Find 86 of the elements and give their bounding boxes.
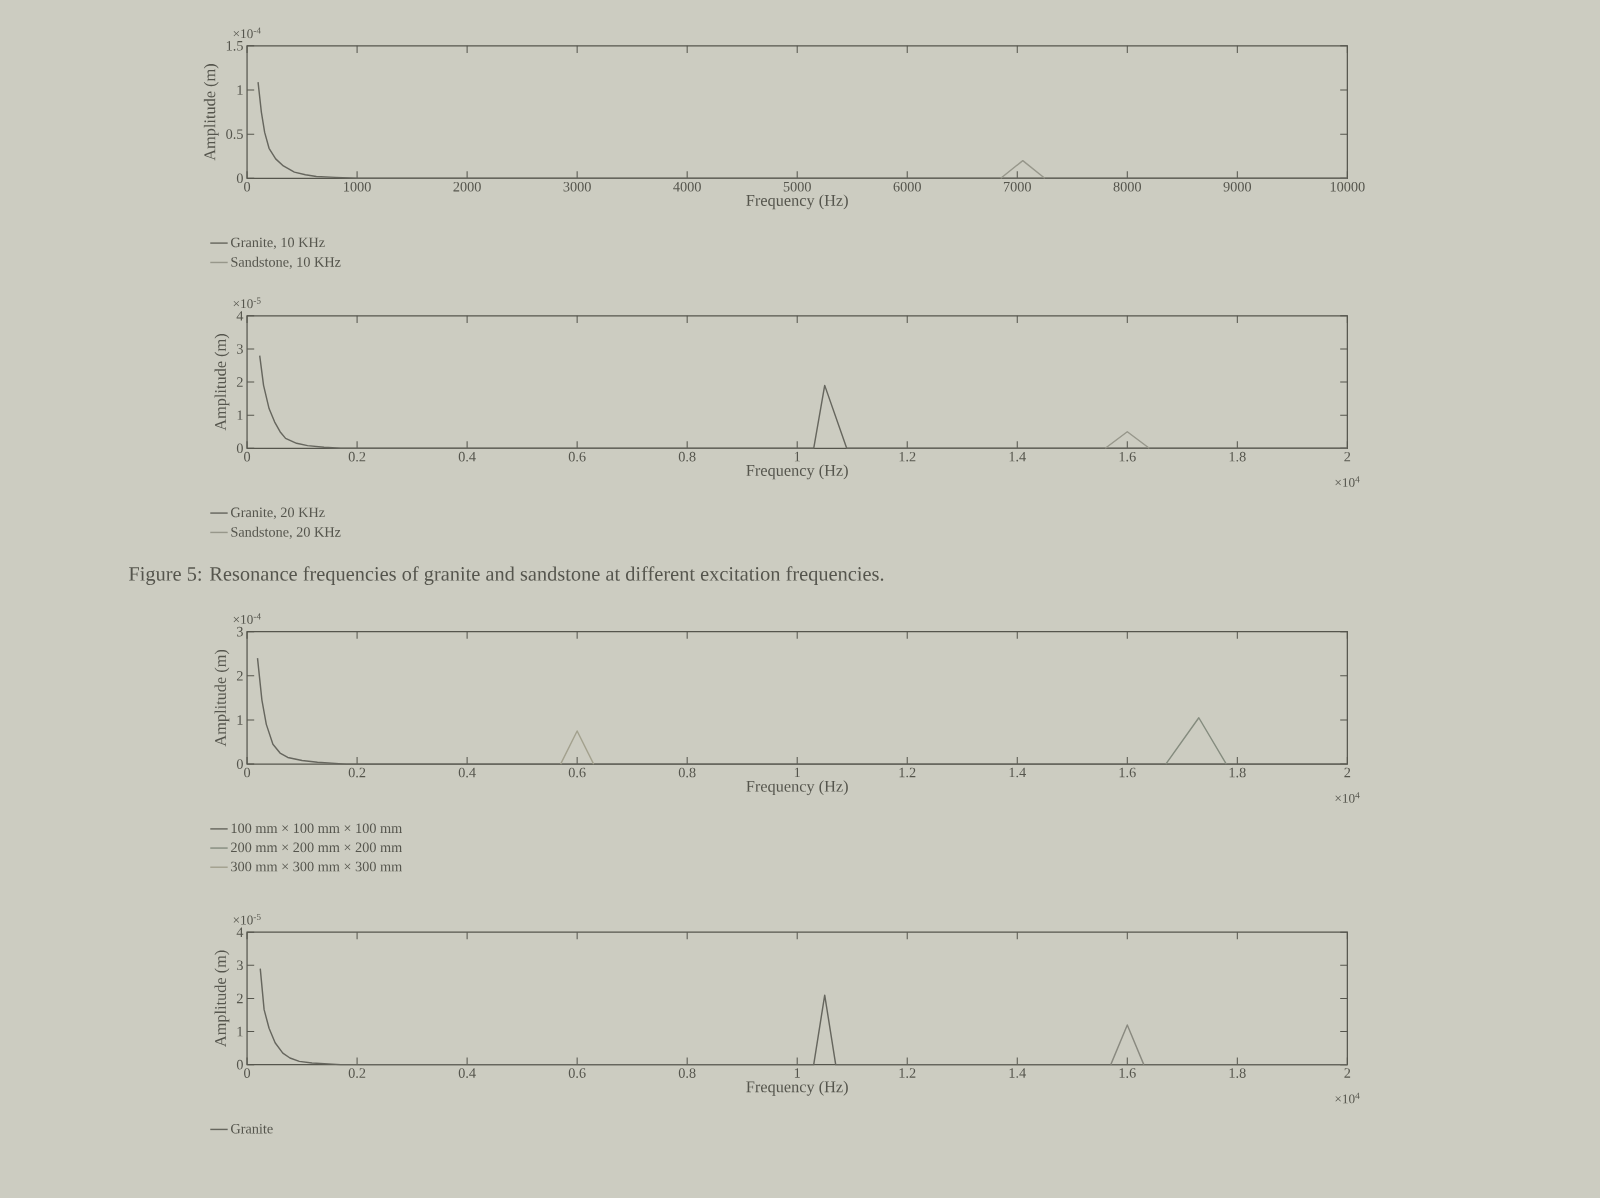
y-tick-label: 1: [237, 1026, 243, 1037]
y-axis-title: Amplitude (m): [214, 950, 230, 1047]
x-tick-label: 0.8: [678, 451, 696, 462]
x-tick-label: 2000: [453, 181, 481, 192]
x-tick-label: 0.8: [678, 767, 696, 778]
x-tick-label: 2: [1344, 451, 1351, 462]
x-tick-label: 0: [244, 1068, 251, 1078]
x-axis-title: Frequency (Hz): [746, 464, 848, 480]
x-tick-label: 0: [244, 767, 251, 778]
text: ×10$^{4}$: [1335, 792, 1360, 803]
x-tick-label: 1.2: [899, 451, 916, 462]
y-tick-label: 3: [237, 626, 243, 637]
x-tick-label: 0.2: [348, 1068, 366, 1078]
text: ×10$^{-4}$: [233, 613, 261, 624]
x-tick-label: 1.2: [899, 767, 916, 778]
legend-label: Sandstone, 10 KHz: [231, 256, 341, 269]
y-tick-label: 0: [236, 1059, 243, 1070]
x-axis-title: Frequency (Hz): [746, 1080, 848, 1096]
x-tick-label: 8000: [1113, 181, 1141, 192]
legend-label: 200 mm × 200 mm × 200 mm: [231, 842, 403, 853]
x-tick-label: 9000: [1223, 181, 1252, 192]
y-tick-label: 3: [237, 960, 243, 971]
legend-label: 300 mm × 300 mm × 300 mm: [231, 861, 403, 872]
x-tick-label: 1.8: [1229, 1068, 1246, 1078]
x-tick-label: 1: [794, 767, 800, 778]
x-axis-title: Frequency (Hz): [746, 780, 848, 796]
x-tick-label: 1: [794, 451, 800, 462]
x-tick-label: 1: [794, 1068, 800, 1078]
x-tick-label: 1.8: [1229, 767, 1246, 778]
y-axis-title: Amplitude (m): [214, 334, 230, 431]
y-tick-label: 0: [236, 759, 243, 769]
legend-label: Granite, 10 KHz: [231, 237, 325, 250]
x-tick-label: 1.4: [1009, 1068, 1026, 1078]
x-tick-label: 2: [1344, 767, 1351, 778]
x-tick-label: 1000: [344, 181, 371, 192]
y-tick-label: 2: [236, 671, 243, 681]
caption: Figure 5: Resonance frequencies of granite and sandstone at different excitation frequencies.: [128, 566, 884, 585]
y-tick-label: 2: [236, 993, 243, 1004]
x-tick-label: 0.2: [348, 451, 366, 462]
x-tick-label: 6000: [893, 181, 921, 192]
x-tick-label: 7000: [1003, 181, 1031, 192]
text: ×10$^{4}$: [1335, 476, 1360, 487]
x-tick-label: 4000: [673, 181, 701, 192]
x-tick-label: 0.6: [568, 767, 586, 778]
y-tick-label: 0: [236, 173, 243, 184]
x-tick-label: 3000: [563, 181, 591, 192]
x-tick-label: 0.8: [678, 1068, 696, 1078]
text: ×10$^{-5}$: [233, 913, 261, 925]
x-tick-label: 1.4: [1009, 451, 1026, 462]
y-tick-label: 1.5: [226, 40, 243, 51]
legend-label: Sandstone, 20 KHz: [231, 526, 341, 539]
text: ×10$^{4}$: [1335, 1092, 1360, 1104]
x-tick-label: 10000: [1330, 181, 1365, 192]
y-tick-label: 4: [236, 311, 244, 321]
x-tick-label: 5000: [783, 181, 811, 192]
x-tick-label: 1.6: [1119, 451, 1136, 462]
y-axis-title: Amplitude (m): [203, 64, 219, 161]
legend-label: Granite, 20 KHz: [231, 507, 325, 520]
x-tick-label: 0.4: [458, 1068, 476, 1078]
x-axis-title: Frequency (Hz): [746, 194, 848, 210]
y-tick-label: 0.5: [226, 129, 243, 139]
x-tick-label: 1.6: [1119, 1068, 1136, 1078]
y-tick-label: 3: [237, 344, 243, 354]
y-tick-label: 0: [236, 443, 243, 454]
x-tick-label: 1.4: [1009, 767, 1026, 778]
legend-label: Granite: [231, 1123, 273, 1134]
y-tick-label: 1: [237, 85, 243, 95]
x-tick-label: 0.6: [568, 451, 586, 462]
y-tick-label: 4: [236, 927, 244, 937]
x-tick-label: 0.4: [458, 451, 476, 462]
y-tick-label: 2: [236, 377, 243, 387]
y-tick-label: 1: [237, 715, 243, 725]
x-tick-label: 0: [244, 451, 251, 462]
text: ×10$^{-5}$: [233, 297, 261, 309]
text: ×10$^{-4}$: [233, 27, 261, 39]
x-tick-label: 2: [1344, 1068, 1351, 1078]
legend-label: 100 mm × 100 mm × 100 mm: [231, 823, 403, 833]
x-tick-label: 1.2: [899, 1068, 916, 1078]
x-tick-label: 0: [244, 181, 251, 192]
y-axis-title: Amplitude (m): [214, 649, 230, 747]
x-tick-label: 0.4: [458, 767, 476, 778]
x-tick-label: 0.2: [348, 767, 366, 778]
x-tick-label: 1.6: [1119, 767, 1136, 778]
x-tick-label: 1.8: [1229, 451, 1246, 462]
y-tick-label: 1: [237, 410, 243, 420]
x-tick-label: 0.6: [568, 1068, 586, 1078]
